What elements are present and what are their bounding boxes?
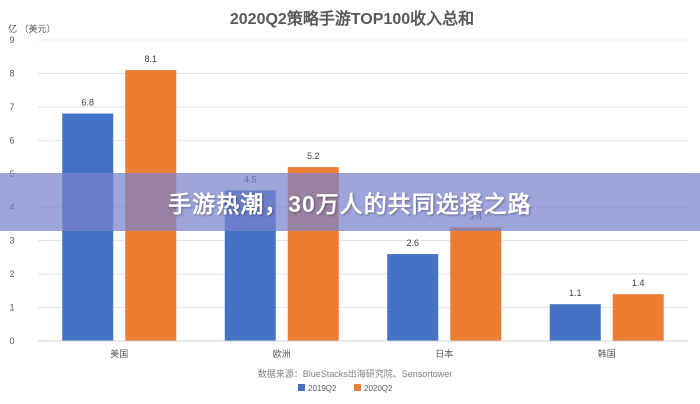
x-tick-label: 欧洲 (273, 348, 291, 359)
bar-2019Q2-3 (549, 304, 601, 341)
y-tick-label: 7 (9, 102, 14, 112)
headline-text: 手游热潮，30万人的共同选择之路 (168, 191, 532, 217)
y-tick-label: 9 (9, 35, 14, 45)
x-tick-label: 韩国 (598, 348, 616, 359)
legend: 2019Q2 2020Q2 (298, 384, 393, 393)
data-label: 5.2 (307, 151, 320, 161)
headline-banner: 手游热潮，30万人的共同选择之路 (0, 173, 700, 231)
source-note: 数据来源：BlueStacks出海研究院、Sensortower (258, 368, 453, 379)
y-tick-label: 8 (9, 68, 14, 78)
data-label: 6.8 (81, 98, 94, 108)
bar-2019Q2-2 (387, 254, 439, 341)
chart-title: 2020Q2策略手游TOP100收入总和 (230, 9, 474, 28)
data-label: 1.1 (569, 288, 582, 298)
data-label: 8.1 (144, 54, 157, 64)
legend-swatch (298, 384, 305, 391)
data-label: 2.6 (406, 238, 419, 248)
x-tick-label: 美国 (110, 348, 128, 359)
legend-entry: 2019Q2 (308, 384, 337, 393)
y-tick-label: 3 (9, 236, 14, 246)
bar-2020Q2-3 (612, 294, 664, 341)
y-tick-label: 0 (9, 336, 14, 346)
data-label: 1.4 (632, 278, 645, 288)
y-tick-label: 1 (9, 303, 14, 313)
y-axis-label: 亿 （美元） (8, 23, 56, 34)
x-axis-ticks: 美国 欧洲 日本 韩国 (38, 340, 688, 359)
legend-swatch (354, 384, 361, 391)
y-tick-label: 2 (9, 269, 14, 279)
legend-entry: 2020Q2 (364, 384, 393, 393)
y-tick-label: 6 (9, 135, 14, 145)
x-tick-label: 日本 (435, 348, 453, 359)
bar-2020Q2-2 (450, 227, 502, 341)
